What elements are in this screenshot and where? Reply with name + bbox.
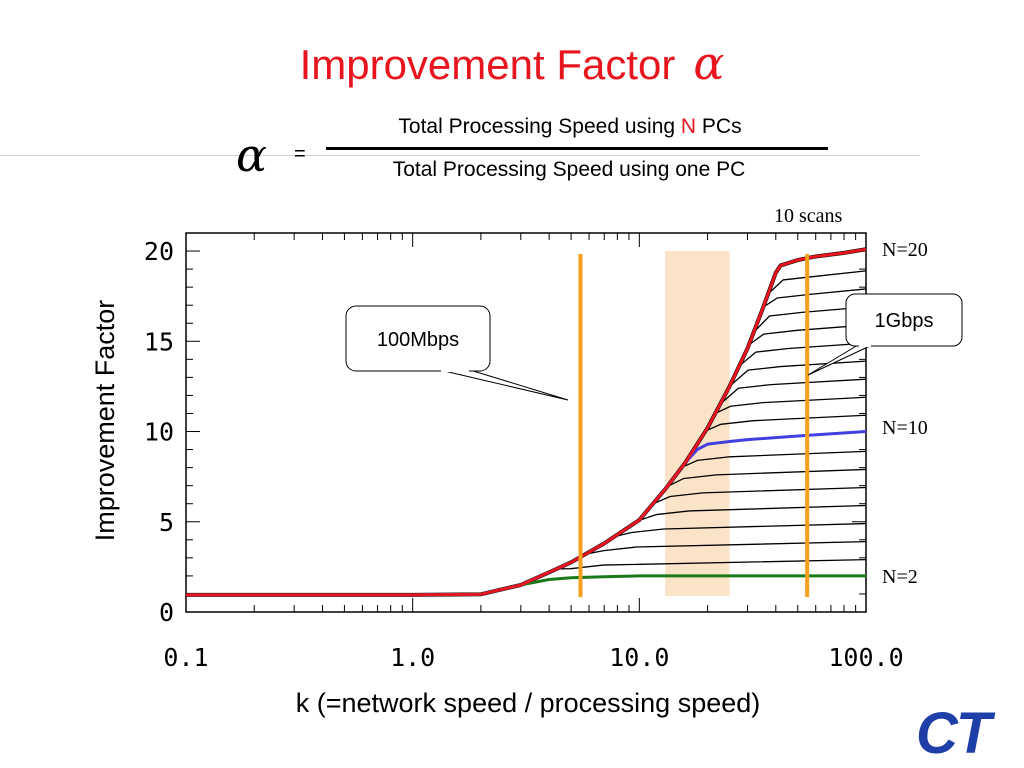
curve-n9 <box>412 450 867 596</box>
curve-n5 <box>412 522 867 596</box>
y-axis-label: Improvement Factor <box>90 300 120 542</box>
formula-equals-sign: = <box>294 143 306 165</box>
x-tick-label: 1.0 <box>390 643 435 672</box>
formula-numerator: Total Processing Speed using N PCs <box>330 115 810 139</box>
divider-line <box>0 155 920 156</box>
label-layer: 0.1 1.0 10.0 100.0 0 5 10 15 20 k (=network speed… <box>90 205 963 718</box>
logo-text: CT <box>916 701 991 766</box>
y-tick-label: 15 <box>144 327 174 356</box>
callout-label-1gbps: 1Gbps <box>875 310 934 332</box>
plot-frame <box>185 232 867 613</box>
numerator-prefix: Total Processing Speed using <box>398 115 681 138</box>
x-tick-label: 0.1 <box>163 643 208 672</box>
formula-alpha-symbol: α <box>236 128 268 182</box>
title-alpha-symbol: α <box>693 36 725 90</box>
curve-n15 <box>412 342 867 596</box>
curve-n2 <box>186 574 866 597</box>
callout-pointer-1gbps <box>807 344 873 376</box>
curve-n7 <box>412 486 867 596</box>
y-tick-label: 5 <box>159 508 174 537</box>
side-panel <box>920 156 1024 768</box>
shaded-band <box>665 251 730 596</box>
curve-n11 <box>412 414 867 596</box>
fraction-bar <box>326 147 828 150</box>
numerator-highlight: N <box>680 115 697 138</box>
numerator-suffix: PCs <box>696 115 742 138</box>
x-axis-label: k (=network speed / processing speed) <box>296 688 761 718</box>
label-n20: N=20 <box>882 239 928 261</box>
curve-n20 <box>186 247 867 597</box>
y-tick-label: 0 <box>159 598 174 627</box>
formula-denominator: Total Processing Speed using one PC <box>392 158 746 181</box>
x-tick-label: 10.0 <box>609 643 669 672</box>
callout-box-100mbps <box>345 305 491 372</box>
curve-n4 <box>412 540 867 596</box>
curve-n13 <box>412 378 867 596</box>
annotation-10-scans: 10 scans <box>774 205 843 227</box>
tick-layer <box>185 232 867 613</box>
label-n10: N=10 <box>882 417 928 439</box>
callout-pointer-100mbps <box>439 369 569 401</box>
callout-label-100mbps: 100Mbps <box>377 329 459 351</box>
band-layer <box>665 251 730 596</box>
page-title: Improvement Factor α <box>0 36 1024 90</box>
curve-n12 <box>412 396 867 596</box>
marker-layer <box>578 254 810 597</box>
x-tick-label: 100.0 <box>828 643 903 672</box>
label-n2: N=2 <box>882 566 918 588</box>
y-tick-label: 10 <box>144 418 174 447</box>
curve-n14 <box>412 360 867 596</box>
callout-box-1gbps <box>845 293 963 347</box>
y-tick-label: 20 <box>144 237 174 266</box>
title-text: Improvement Factor <box>299 41 676 88</box>
series-layer <box>186 247 867 597</box>
